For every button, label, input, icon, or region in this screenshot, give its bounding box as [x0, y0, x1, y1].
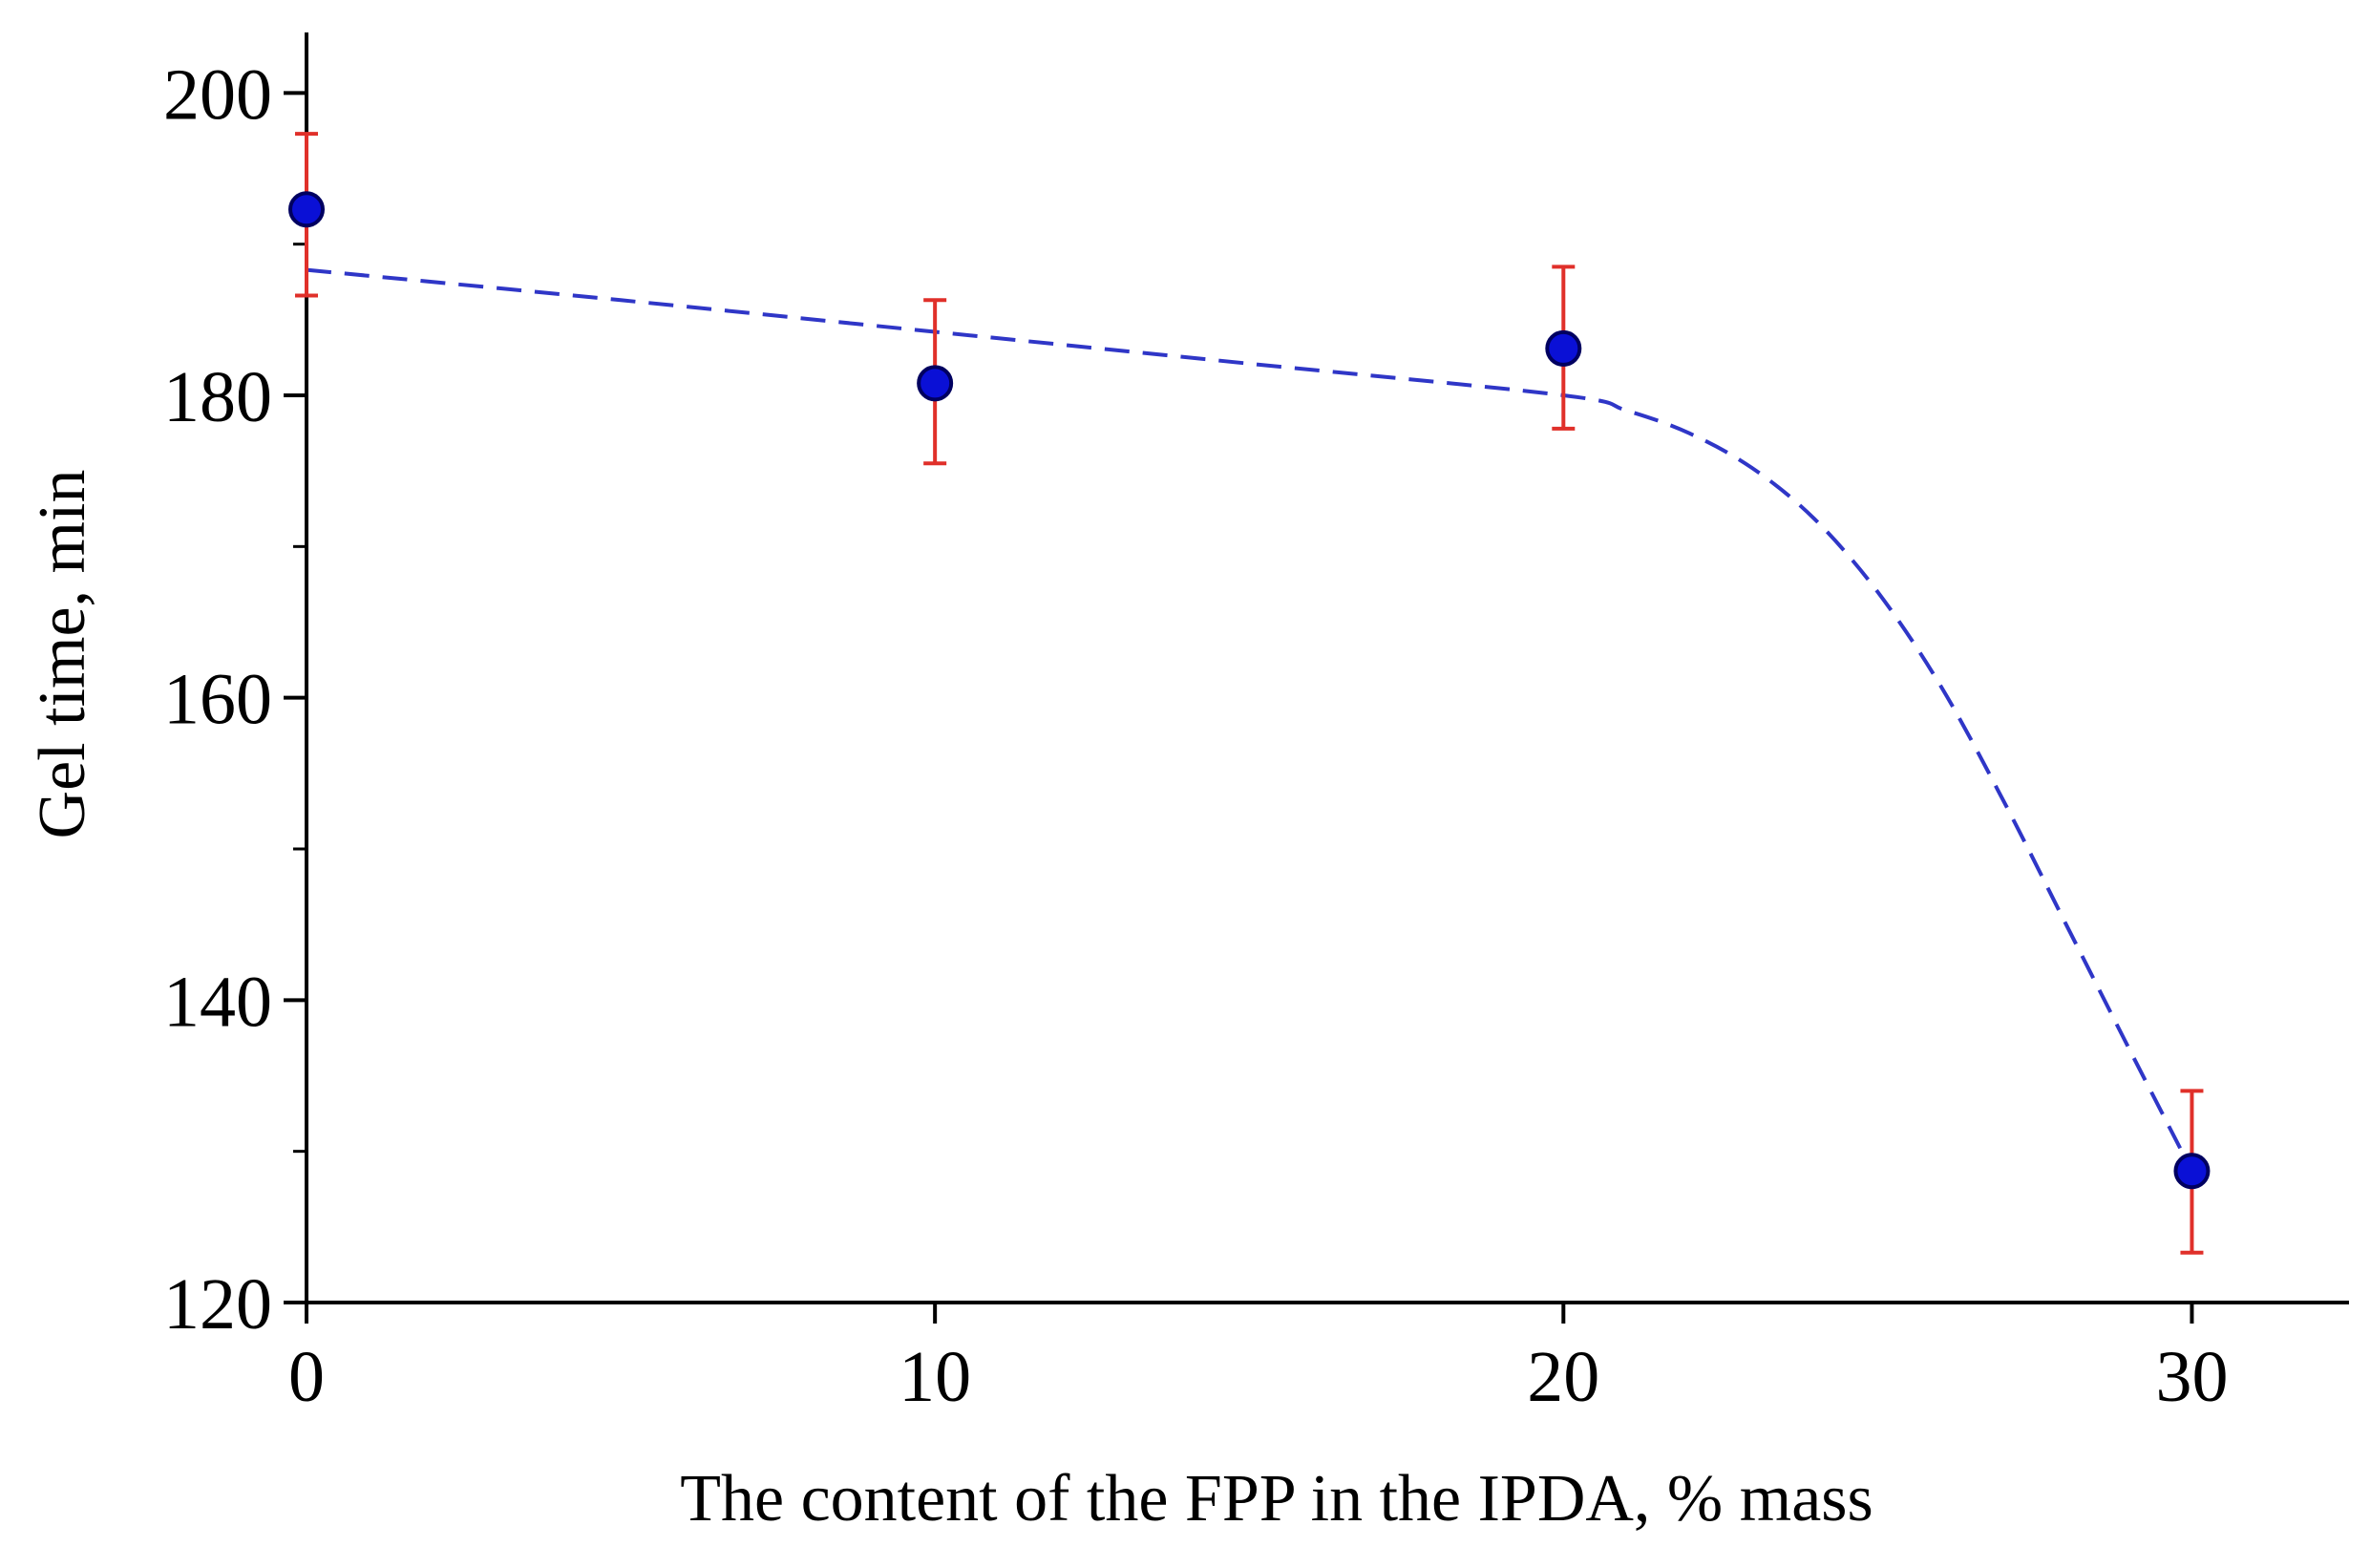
error-bars-layer: [295, 132, 2204, 1255]
x-tick-label: 30: [2155, 1337, 2228, 1417]
axes: [305, 32, 2349, 1304]
data-point: [288, 191, 325, 228]
data-points-layer: [288, 191, 2211, 1190]
y-tick-label: 120: [163, 1264, 272, 1345]
data-point: [1545, 329, 1582, 367]
y-tick-label: 180: [163, 357, 272, 437]
fit-curve: [306, 267, 2194, 1173]
data-point: [2173, 1153, 2211, 1190]
y-tick-label: 200: [163, 54, 272, 135]
x-tick-label: 20: [1527, 1337, 1599, 1417]
y-tick-label: 140: [163, 962, 272, 1042]
data-point: [917, 365, 954, 402]
ticks: 0 10 20 30 120 140 160 180 200: [163, 54, 2228, 1417]
x-tick-label: 10: [899, 1337, 971, 1417]
fit-curve-layer: [306, 267, 2194, 1173]
x-axis-title: The content of the FPP in the IPDA, % ma…: [680, 1462, 1873, 1536]
y-tick-label: 160: [163, 660, 272, 740]
x-tick-label: 0: [288, 1337, 325, 1417]
y-axis-title: Gel time, min: [26, 470, 99, 839]
